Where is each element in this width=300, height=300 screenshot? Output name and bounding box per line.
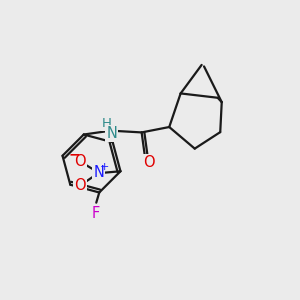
Text: O: O (74, 154, 86, 169)
Text: F: F (92, 206, 100, 221)
Text: H: H (102, 117, 112, 130)
Text: −: − (68, 148, 80, 162)
Text: N: N (106, 126, 117, 141)
Text: O: O (74, 178, 86, 193)
Text: N: N (93, 165, 104, 180)
Text: O: O (143, 155, 154, 170)
Text: +: + (100, 162, 110, 172)
